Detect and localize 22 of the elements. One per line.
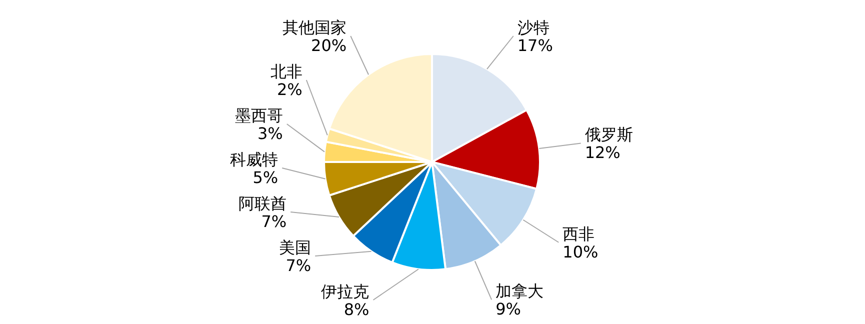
data-label: 5%	[252, 168, 278, 187]
slice-label: 阿联酋	[238, 194, 287, 213]
slice-label: 伊拉克	[321, 282, 370, 301]
slice-label: 其他国家	[282, 18, 347, 37]
data-label: 8%	[344, 300, 370, 319]
data-label: 2%	[277, 80, 302, 99]
data-label: 7%	[286, 256, 312, 275]
slice-label: 墨西哥	[234, 106, 283, 125]
slice-label: 俄罗斯	[584, 125, 633, 144]
data-label: 12%	[584, 143, 620, 162]
data-label: 20%	[311, 36, 347, 55]
data-label: 3%	[258, 124, 283, 143]
slice-label: 北非	[270, 62, 302, 81]
slice-label: 科威特	[230, 150, 278, 169]
data-label: 7%	[261, 212, 287, 231]
slice-label: 加拿大	[496, 282, 544, 301]
data-label: 10%	[562, 242, 598, 262]
data-label: 9%	[496, 300, 521, 319]
slice-label: 西非	[562, 224, 595, 244]
data-label: 17%	[517, 36, 553, 55]
slice-label: 美国	[279, 238, 312, 257]
slice-label: 沙特	[517, 18, 550, 37]
